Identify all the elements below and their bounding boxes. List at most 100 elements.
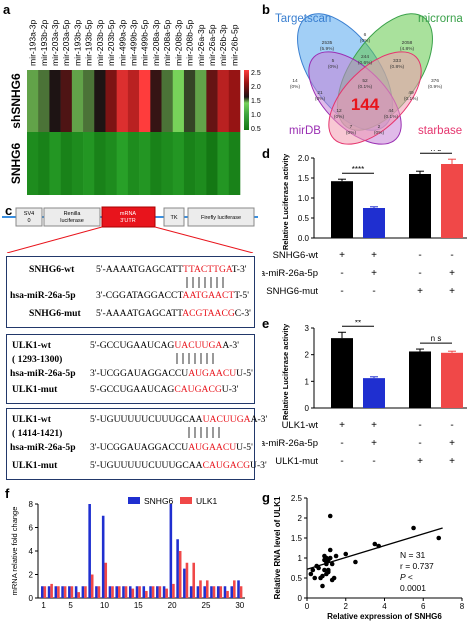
y-tick-label: 4 bbox=[29, 547, 34, 556]
bar bbox=[331, 338, 353, 408]
table-mark: - bbox=[418, 438, 421, 449]
scatter-point bbox=[343, 551, 349, 557]
heatmap-cell bbox=[139, 70, 151, 132]
y-tick-label: 1.0 bbox=[298, 194, 310, 203]
table-mark: + bbox=[449, 268, 455, 279]
seq-text: 5'-UGUUUUUCUUUGCAA bbox=[90, 460, 203, 471]
bar-ulk1 bbox=[205, 580, 209, 598]
bar-snhg6 bbox=[183, 568, 186, 598]
seq-text: U-3' bbox=[221, 384, 239, 395]
y-tick-label: 8 bbox=[29, 500, 34, 509]
table-row-label: ULK1-wt bbox=[282, 420, 319, 431]
heatmap-column-label: mir-193b-5p bbox=[84, 19, 94, 66]
pairing-lines bbox=[176, 353, 214, 364]
heatmap-column-label: mir-193a-3p bbox=[28, 19, 38, 66]
seq-site: AUGAACU bbox=[188, 368, 237, 379]
venn-region-count: 2535 (5.9%) bbox=[320, 40, 335, 52]
venn-label-microrna: microrna bbox=[418, 13, 463, 25]
heatmap-cell bbox=[127, 132, 140, 195]
heatmap-cell bbox=[116, 70, 129, 132]
table-mark: + bbox=[417, 286, 423, 297]
venn-region-count: 44 (0.1%) bbox=[384, 108, 399, 120]
luciferase-chart-d: 0.0 0.5 1.0 1.5 2.0 Relative Luciferase activ… bbox=[262, 150, 467, 297]
table-row-label: hsa-miR-26a-5p bbox=[262, 268, 318, 279]
heatmap-cell bbox=[161, 70, 174, 132]
seq-site: UACUUGA bbox=[174, 340, 223, 351]
seq-label: hsa-miR-26a-5p bbox=[10, 290, 76, 301]
y-tick-label: 0.5 bbox=[298, 214, 310, 223]
significance-label: n s bbox=[431, 334, 442, 343]
bar-ulk1 bbox=[84, 586, 87, 598]
y-tick-label: 2.0 bbox=[298, 154, 310, 163]
heatmap-cell bbox=[228, 70, 241, 132]
venn-center-value: 144 bbox=[351, 95, 380, 114]
scatter-point bbox=[310, 567, 316, 573]
seq-site: TTACTTGA bbox=[183, 264, 232, 275]
bar-ulk1 bbox=[77, 592, 80, 598]
legend-swatch bbox=[180, 497, 192, 504]
segment-sv40 bbox=[15, 207, 43, 227]
seq-text: 5'-GCCUGAAUCAG bbox=[90, 384, 175, 395]
segment-utr bbox=[101, 206, 156, 228]
heatmap-column-label: mir-203a-3p bbox=[50, 19, 60, 66]
heatmap-panel: mir-193a-3p mir-193b-2p mir-203a-3p mir-203… bbox=[9, 19, 261, 195]
scatter-point bbox=[329, 577, 335, 583]
panel-letter-b: b bbox=[262, 2, 270, 17]
callout-line-right bbox=[154, 226, 254, 253]
heatmap-cell bbox=[127, 70, 140, 132]
bar bbox=[441, 352, 463, 408]
heatmap-column-label: mir-26a-3p bbox=[196, 24, 206, 66]
scatter-point bbox=[316, 565, 321, 571]
annotation-p-value: 0.0001 bbox=[400, 583, 426, 593]
heatmap-column-label: mir-499b-5p bbox=[140, 19, 150, 66]
colorbar-tick: 1.0 bbox=[251, 112, 261, 119]
venn-region-count: 333 (0.8%) bbox=[390, 58, 405, 70]
y-tick-label: 0.5 bbox=[291, 574, 303, 583]
venn-region-count: 21 (0%) bbox=[315, 90, 326, 102]
bar-ulk1 bbox=[138, 586, 141, 598]
seq-site: AUGAACU bbox=[188, 442, 237, 453]
table-mark: + bbox=[449, 456, 455, 467]
heatmap-column-label: mir-499a-3p bbox=[117, 19, 127, 66]
venn-ellipse-starbase bbox=[328, 51, 422, 145]
table-mark: - bbox=[418, 420, 421, 431]
bar-snhg6 bbox=[203, 586, 206, 598]
heatmap-cell bbox=[172, 132, 185, 195]
bar-ulk1 bbox=[63, 586, 67, 598]
bar-ulk1 bbox=[151, 586, 155, 598]
heatmap-row-label: SNHG6 bbox=[9, 143, 23, 185]
venn-region-count: 2058 (4.8%) bbox=[400, 40, 415, 52]
y-axis-label: Relative Luciferase activity bbox=[281, 323, 290, 420]
seq-label: ULK1-mut bbox=[12, 384, 58, 395]
heatmap-cell bbox=[27, 132, 39, 195]
seq-label: SNHG6-wt bbox=[29, 264, 75, 275]
heatmap-column-label: mir-203b-3p bbox=[95, 19, 105, 66]
y-tick-label: 2 bbox=[305, 351, 310, 360]
venn-region-count: 14 (0%) bbox=[290, 78, 301, 90]
y-tick-label: 0 bbox=[298, 594, 303, 603]
y-tick-label: 2 bbox=[298, 514, 303, 523]
bar-ulk1 bbox=[50, 583, 53, 598]
panel-letter-g: g bbox=[262, 490, 270, 505]
bar-snhg6 bbox=[135, 586, 139, 598]
table-mark: - bbox=[340, 286, 343, 297]
table-mark: - bbox=[372, 286, 375, 297]
venn-region-count: 5 (0%) bbox=[328, 58, 339, 70]
segment-firefly bbox=[187, 207, 255, 227]
seq-text: 5'-AAAATGAGCATT bbox=[96, 264, 183, 275]
seq-box-ulk1-2: ULK1-wt 5'-UGUUUUUCUUUGCAAUACUUGAA-3' ( … bbox=[6, 408, 267, 480]
bar-snhg6 bbox=[196, 586, 200, 598]
significance-label: ** bbox=[355, 320, 361, 327]
heatmap-column-label: mir-26b-3p bbox=[218, 24, 228, 66]
venn-region-count: 376 (0.9%) bbox=[428, 78, 443, 90]
table-mark: + bbox=[371, 420, 377, 431]
bar-ulk1 bbox=[158, 586, 162, 598]
bar-ulk1 bbox=[97, 586, 101, 598]
table-mark: + bbox=[449, 286, 455, 297]
x-tick-label: 25 bbox=[202, 601, 211, 610]
x-axis-label: Relative expression of SNHG6 bbox=[327, 612, 442, 621]
heatmap-cell bbox=[228, 132, 241, 195]
seq-text: A-3' bbox=[222, 340, 239, 351]
bar-ulk1 bbox=[131, 588, 135, 598]
